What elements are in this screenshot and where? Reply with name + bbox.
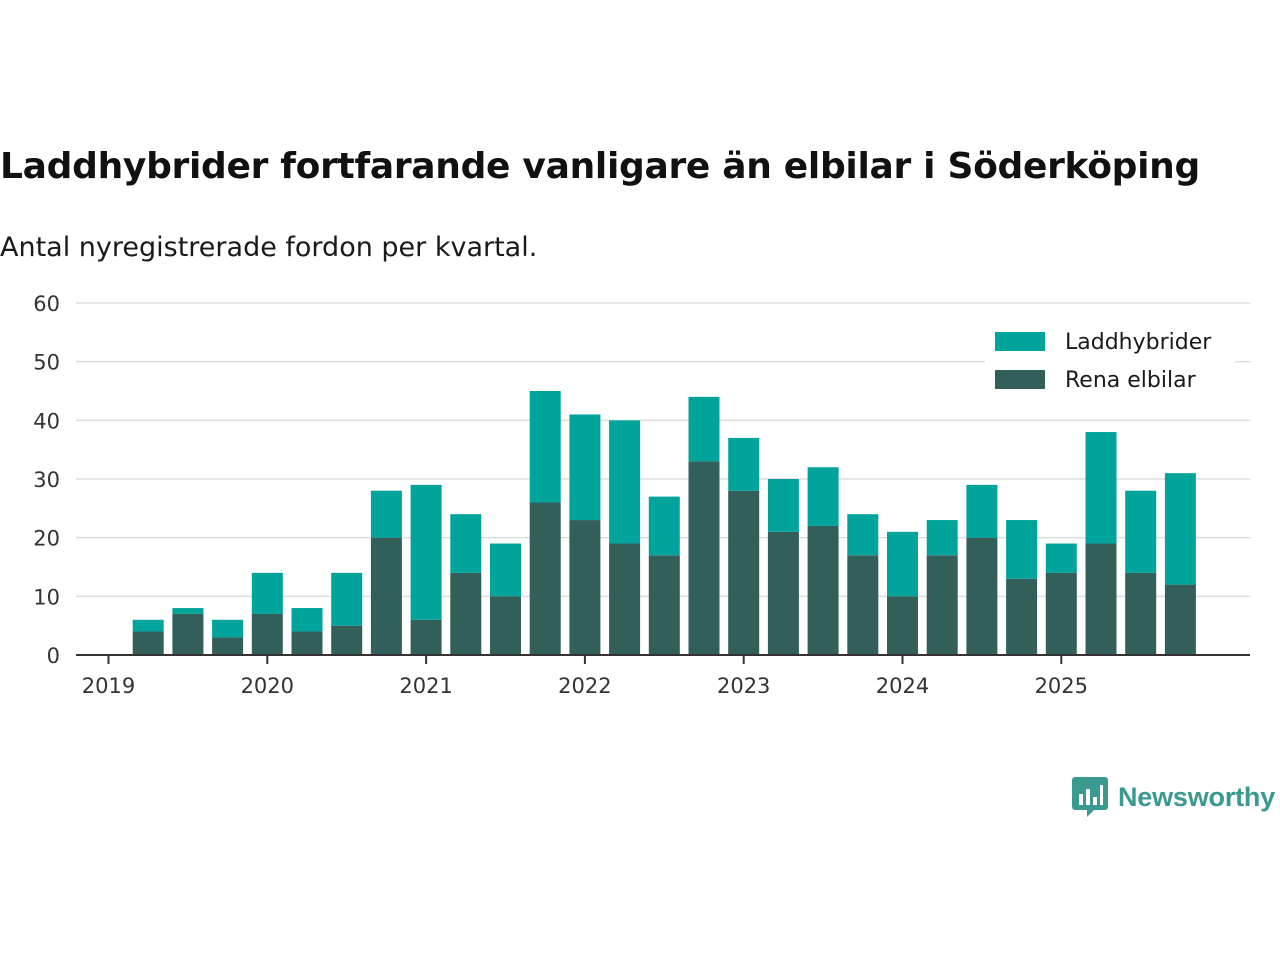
bar-rena-elbilar: [490, 596, 521, 655]
bar-rena-elbilar: [1006, 578, 1038, 655]
bar-laddhybrider: [251, 572, 283, 614]
chart-title: Laddhybrider fortfarande vanligare än el…: [0, 146, 1200, 187]
x-tick-label: 2024: [876, 674, 929, 698]
legend-label-rena-elbilar: Rena elbilar: [1065, 368, 1197, 393]
bar-rena-elbilar: [172, 613, 204, 655]
bar-rena-elbilar: [291, 631, 323, 655]
bar-rena-elbilar: [251, 613, 283, 655]
y-tick-label: 50: [33, 351, 60, 375]
bar-rena-elbilar: [370, 537, 402, 655]
bar-laddhybrider: [212, 619, 244, 638]
legend-swatch-laddhybrider: [995, 332, 1045, 351]
x-tick-label: 2019: [82, 674, 135, 698]
bar-rena-elbilar: [847, 555, 879, 655]
bar-laddhybrider: [1164, 473, 1196, 585]
bar-laddhybrider: [490, 543, 521, 597]
bar-laddhybrider: [450, 514, 482, 573]
newsworthy-logo-icon: [1072, 777, 1108, 817]
bar-rena-elbilar: [1085, 543, 1117, 655]
legend-swatch-rena-elbilar: [995, 370, 1045, 389]
bar-rena-elbilar: [1045, 572, 1077, 655]
bar-laddhybrider: [291, 608, 323, 632]
y-tick-label: 40: [33, 409, 60, 433]
bars: [132, 391, 1196, 655]
chart-subtitle: Antal nyregistrerade fordon per kvartal.: [0, 232, 538, 263]
y-tick-label: 10: [33, 585, 60, 609]
x-tick-label: 2022: [558, 674, 611, 698]
bar-rena-elbilar: [648, 555, 680, 655]
bar-rena-elbilar: [1164, 584, 1196, 655]
bar-rena-elbilar: [410, 619, 442, 655]
bar-laddhybrider: [847, 514, 879, 556]
bar-laddhybrider: [966, 484, 998, 538]
bar-rena-elbilar: [450, 572, 482, 655]
bar-rena-elbilar: [331, 625, 363, 655]
bar-laddhybrider: [132, 619, 164, 632]
bar-laddhybrider: [1125, 490, 1157, 573]
bar-rena-elbilar: [212, 637, 244, 655]
bar-rena-elbilar: [887, 596, 918, 655]
y-tick-label: 0: [47, 644, 60, 668]
bar-laddhybrider: [887, 531, 918, 597]
bar-laddhybrider: [688, 396, 720, 462]
bar-laddhybrider: [569, 414, 601, 521]
y-tick-label: 60: [33, 292, 60, 316]
bar-laddhybrider: [1045, 543, 1077, 573]
bar-laddhybrider: [767, 479, 799, 532]
bar-laddhybrider: [410, 484, 442, 620]
bar-laddhybrider: [648, 496, 680, 556]
bar-rena-elbilar: [529, 502, 561, 655]
y-tick-label: 20: [33, 527, 60, 551]
legend-label-laddhybrider: Laddhybrider: [1065, 330, 1212, 355]
bar-laddhybrider: [1085, 432, 1117, 544]
bar-rena-elbilar: [926, 555, 958, 655]
bar-laddhybrider: [926, 520, 958, 556]
bar-laddhybrider: [529, 391, 561, 503]
x-tick-label: 2020: [241, 674, 294, 698]
newsworthy-brand: Newsworthy: [1072, 776, 1275, 818]
x-tick-label: 2021: [399, 674, 452, 698]
bar-laddhybrider: [609, 420, 641, 544]
bar-laddhybrider: [1006, 520, 1038, 579]
x-tick-label: 2023: [717, 674, 770, 698]
bar-rena-elbilar: [1125, 572, 1157, 655]
bar-rena-elbilar: [569, 520, 601, 655]
bar-rena-elbilar: [767, 531, 799, 655]
legend: Laddhybrider Rena elbilar: [985, 322, 1235, 410]
bar-rena-elbilar: [966, 537, 998, 655]
bar-laddhybrider: [728, 437, 760, 491]
bar-rena-elbilar: [728, 490, 760, 655]
bar-laddhybrider: [807, 467, 839, 526]
axes: 2019 2020 2021 2022 2023 2024 2025: [76, 654, 1250, 698]
bar-rena-elbilar: [609, 543, 641, 655]
x-tick-label: 2025: [1035, 674, 1088, 698]
bar-rena-elbilar: [807, 525, 839, 655]
bar-laddhybrider: [331, 572, 363, 626]
bar-rena-elbilar: [132, 631, 164, 655]
y-tick-label: 30: [33, 468, 60, 492]
bar-laddhybrider: [370, 490, 402, 538]
brand-name: Newsworthy: [1118, 781, 1276, 812]
bar-rena-elbilar: [688, 461, 720, 655]
bar-laddhybrider: [172, 608, 204, 614]
